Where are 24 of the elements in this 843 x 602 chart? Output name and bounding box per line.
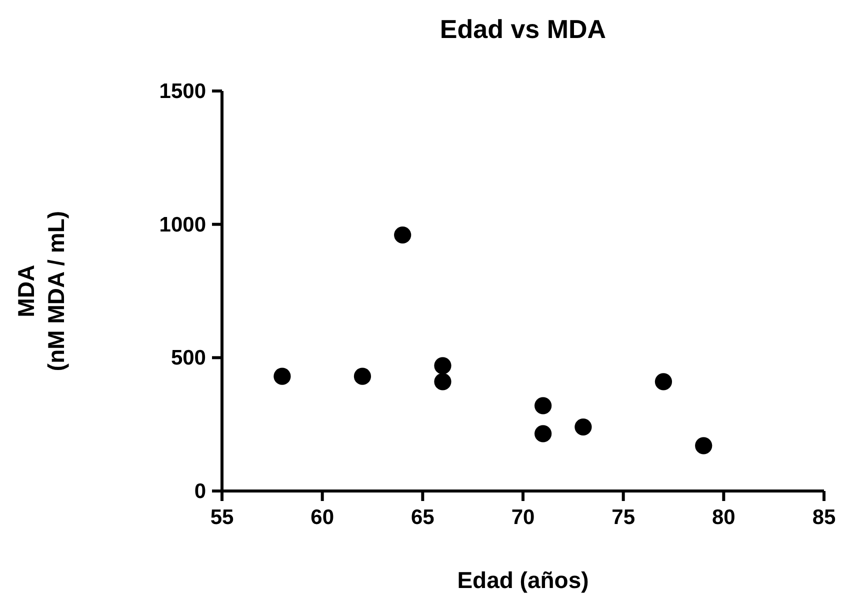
point xyxy=(695,437,712,454)
y-tick-label: 0 xyxy=(194,480,206,503)
x-tick-label: 75 xyxy=(612,506,636,529)
x-tick-label: 55 xyxy=(210,506,234,529)
point xyxy=(274,368,291,385)
y-tick-label: 1500 xyxy=(159,80,206,103)
y-axis-title: MDA (nM MDA / mL) xyxy=(13,210,69,372)
x-tick-label: 85 xyxy=(812,506,836,529)
x-tick-label: 80 xyxy=(712,506,736,529)
point xyxy=(534,425,552,442)
point xyxy=(394,226,412,244)
point xyxy=(434,373,452,390)
x-axis-title: Edad (años) xyxy=(457,567,589,593)
point xyxy=(654,373,672,390)
x-tick-label: 70 xyxy=(511,506,535,529)
y-tick-label: 1000 xyxy=(159,213,206,236)
y-tick-label: 500 xyxy=(170,346,206,370)
x-tick-label: 65 xyxy=(410,506,435,529)
point xyxy=(354,368,372,385)
point xyxy=(574,418,592,436)
point xyxy=(434,357,452,374)
x-tick-label: 60 xyxy=(310,506,334,529)
point xyxy=(534,397,552,414)
chart-title: Edad vs MDA xyxy=(440,14,606,44)
